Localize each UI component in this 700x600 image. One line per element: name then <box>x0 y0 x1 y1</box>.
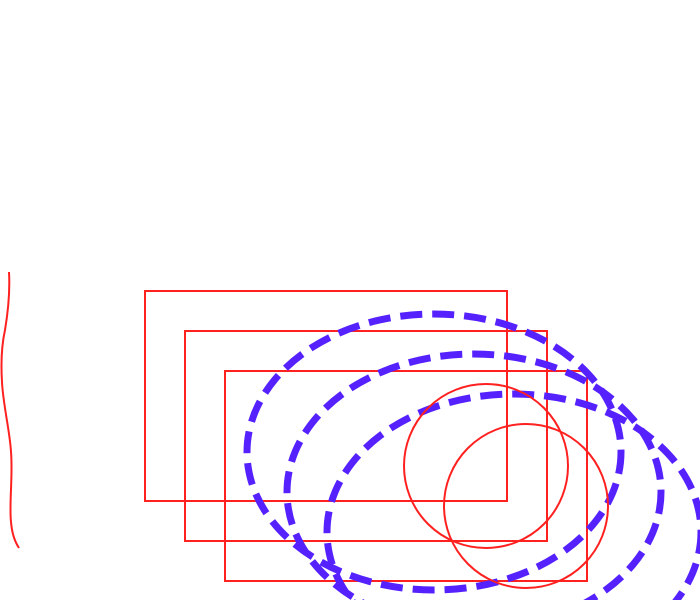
dashed-ellipse-2 <box>283 350 665 600</box>
freehand-curve <box>0 271 20 549</box>
rectangle-3 <box>224 370 588 582</box>
dashed-ellipse-1 <box>243 310 625 594</box>
rectangle-1 <box>144 290 508 502</box>
rectangle-2 <box>184 330 548 542</box>
circle-1 <box>403 383 569 549</box>
dashed-ellipse-3 <box>323 390 700 600</box>
circle-2 <box>443 423 609 589</box>
